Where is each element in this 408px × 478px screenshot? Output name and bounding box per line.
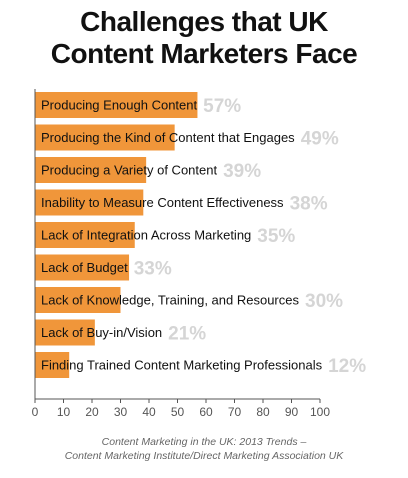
value-label: 12% <box>328 356 366 377</box>
x-tick-label: 90 <box>285 405 299 419</box>
value-label: 21% <box>168 324 206 345</box>
category-label: Finding Trained Content Marketing Profes… <box>41 358 323 373</box>
value-label: 33% <box>134 259 172 280</box>
category-label: Lack of Budget <box>41 260 128 275</box>
x-tick-label: 10 <box>57 405 71 419</box>
chart-title-line2: Content Marketers Face <box>50 38 358 69</box>
bar <box>35 254 130 281</box>
x-tick-label: 100 <box>310 405 330 419</box>
chart-title: Challenges that UK Content Marketers Fac… <box>0 6 408 70</box>
value-label: 39% <box>223 161 261 182</box>
bar <box>35 222 135 248</box>
bar <box>35 157 147 183</box>
category-label: Inability to Measure Content Effectivene… <box>41 195 284 210</box>
x-tick-label: 60 <box>199 405 213 419</box>
category-label: Producing a Variety of Content <box>41 163 217 178</box>
source-citation-line1: Content Marketing in the UK: 2013 Trends… <box>101 436 307 448</box>
x-tick-label: 50 <box>171 405 185 419</box>
category-label: Lack of Buy-in/Vision <box>41 325 162 340</box>
bar <box>35 189 144 216</box>
value-label: 38% <box>290 194 328 215</box>
chart-title-line1: Challenges that UK <box>80 6 328 37</box>
x-tick-label: 0 <box>32 405 39 419</box>
bar <box>35 92 198 118</box>
x-tick-label: 70 <box>228 405 242 419</box>
value-label: 30% <box>305 291 343 312</box>
category-label: Lack of Knowledge, Training, and Resourc… <box>41 293 299 308</box>
value-label: 49% <box>301 129 339 150</box>
x-tick-label: 20 <box>85 405 99 419</box>
x-tick-label: 40 <box>142 405 156 419</box>
value-label: 35% <box>257 226 295 247</box>
x-tick-label: 30 <box>114 405 128 419</box>
category-label: Producing Enough Content <box>41 98 198 113</box>
category-label: Lack of Integration Across Marketing <box>41 228 251 243</box>
bar <box>35 352 70 378</box>
bar <box>35 287 121 313</box>
bar <box>35 124 175 151</box>
source-citation-line2: Content Marketing Institute/Direct Marke… <box>64 450 344 462</box>
x-tick-label: 80 <box>256 405 270 419</box>
category-label: Producing the Kind of Content that Engag… <box>41 130 295 145</box>
bar <box>35 319 95 346</box>
value-label: 57% <box>203 96 241 117</box>
